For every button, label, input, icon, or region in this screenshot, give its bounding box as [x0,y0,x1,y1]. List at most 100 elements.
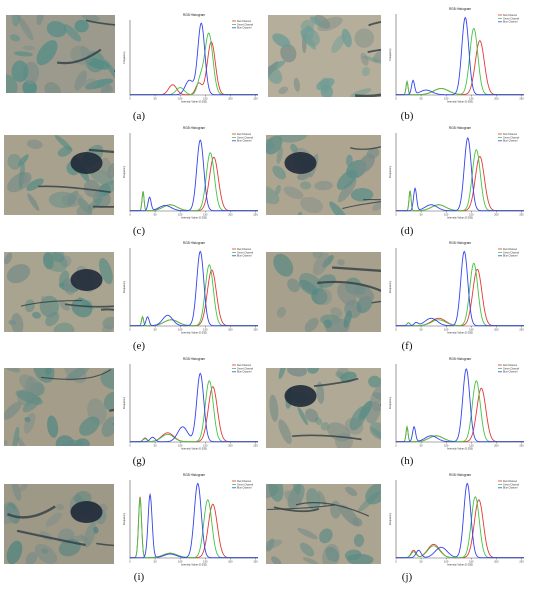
x-tick-label: 250 [519,213,524,217]
panel-label-f: (f) [401,340,413,352]
x-tick-label: 100 [178,444,183,448]
x-tick-label: 250 [253,444,258,448]
series-line-0 [130,41,258,96]
x-tick-label: 100 [444,444,449,448]
y-axis-label: Frequency [122,51,126,64]
series-line-2 [396,482,524,559]
x-tick-label: 0 [395,560,397,564]
series-line-1 [396,149,524,212]
x-tick-label: 100 [178,328,183,332]
y-axis-label: Frequency [388,280,392,293]
series-line-2 [130,482,258,559]
series-line-2 [130,250,258,327]
series-line-0 [396,387,524,443]
x-tick-label: 50 [420,444,423,448]
x-axis-label: Intensity Value (0-255) [447,100,473,104]
series-line-0 [396,268,524,327]
y-axis-label: Frequency [388,165,392,178]
legend-entry: Green Channel [237,23,254,26]
x-tick-label: 50 [154,560,157,564]
series-line-0 [130,156,258,212]
x-tick-label: 100 [178,560,183,564]
x-axis-label: Intensity Value (0-255) [447,563,473,567]
legend-entry: Red Channel [503,248,517,251]
rgb-histogram-f: 0 50 100 150 200 250 RGB Histogram Intensity Va… [388,238,528,335]
series-line-0 [130,269,258,327]
legend-entry: Green Channel [503,367,520,370]
sea-ice-photo-g [4,368,114,446]
series-line-1 [130,380,258,443]
y-axis-label: Frequency [388,396,392,409]
x-tick-label: 250 [253,213,258,217]
legend-entry: Green Channel [237,367,254,370]
panel-label-g: (g) [132,455,146,467]
x-tick-label: 50 [420,328,423,332]
series-line-1 [130,264,258,327]
sea-ice-photo-f [266,252,381,332]
rgb-histogram-g: 0 50 100 150 200 250 RGB Histogram Intensity Va… [122,354,262,451]
series-line-1 [130,498,258,559]
x-tick-label: 150 [469,444,474,448]
x-axis-label: Intensity Value (0-255) [181,563,207,567]
x-tick-label: 200 [228,560,233,564]
legend-entry: Green Channel [503,251,520,254]
series-line-2 [396,250,524,327]
panel-label-a: (a) [132,110,146,122]
chart-title: RGB Histogram [449,241,472,245]
rgb-histogram-c: 0 50 100 150 200 250 RGB Histogram Intensity Va… [122,123,262,220]
legend-entry: Red Channel [237,133,251,136]
y-axis-label: Frequency [122,165,126,178]
x-tick-label: 50 [154,444,157,448]
rgb-histogram-i: 0 50 100 150 200 250 RGB Histogram Intensity Va… [122,470,262,567]
axes: 0 50 100 150 200 250 [129,133,258,217]
x-axis-label: Intensity Value (0-255) [181,331,207,335]
x-tick-label: 200 [494,213,499,217]
x-axis-label: Intensity Value (0-255) [447,331,473,335]
x-tick-label: 200 [494,444,499,448]
x-tick-label: 50 [154,213,157,217]
x-tick-label: 250 [253,97,258,101]
x-tick-label: 100 [178,213,183,217]
x-tick-label: 200 [228,97,233,101]
x-tick-label: 200 [228,213,233,217]
sea-ice-photo-c [4,135,114,215]
series-line-2 [130,139,258,212]
legend-entry: Green Channel [237,136,254,139]
panel-label-b: (b) [400,110,414,122]
x-tick-label: 0 [395,328,397,332]
chart-title: RGB Histogram [449,126,472,130]
x-tick-label: 100 [444,97,449,101]
panel-label-i: (i) [133,571,145,583]
legend-entry: Blue Channel [237,140,252,143]
legend-entry: Red Channel [237,248,251,251]
x-tick-label: 0 [395,97,397,101]
series-line-1 [130,152,258,212]
x-axis-label: Intensity Value (0-255) [181,100,207,104]
legend-entry: Red Channel [503,364,517,367]
x-tick-label: 250 [519,328,524,332]
chart-title: RGB Histogram [183,126,206,130]
x-tick-label: 150 [469,213,474,217]
axes: 0 50 100 150 200 250 [129,20,258,101]
chart-title: RGB Histogram [449,7,472,11]
panel-label-d: (d) [400,225,414,237]
legend-entry: Blue Channel [503,487,518,490]
x-tick-label: 200 [228,444,233,448]
legend-entry: Blue Channel [503,140,518,143]
x-axis-label: Intensity Value (0-255) [181,216,207,220]
x-tick-label: 0 [129,560,131,564]
legend-entry: Red Channel [503,14,517,17]
x-tick-label: 250 [519,444,524,448]
x-tick-label: 250 [253,560,258,564]
series-line-2 [396,16,524,96]
series-line-2 [396,137,524,212]
series-line-2 [396,368,524,443]
legend-entry: Red Channel [237,480,251,483]
panel-label-e: (e) [132,340,146,352]
y-axis-label: Frequency [122,396,126,409]
